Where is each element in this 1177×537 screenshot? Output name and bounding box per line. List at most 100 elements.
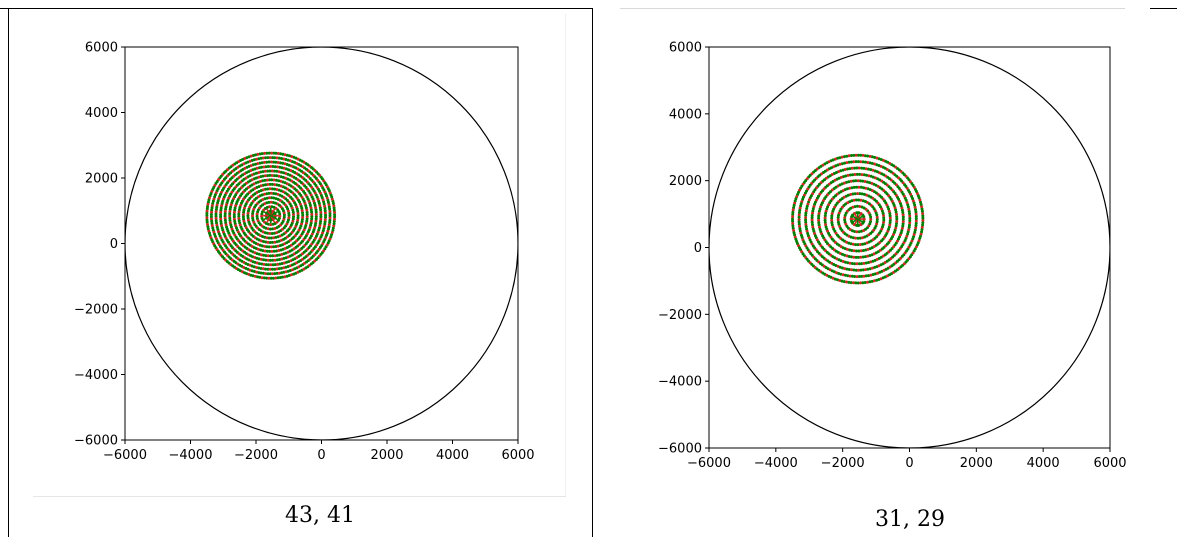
data-point	[857, 185, 861, 189]
data-point	[852, 281, 856, 285]
data-point	[328, 209, 332, 213]
data-point	[223, 210, 227, 213]
data-point	[270, 205, 274, 209]
data-point	[804, 211, 808, 215]
data-point	[272, 160, 276, 164]
data-point	[214, 219, 218, 223]
data-point	[853, 262, 857, 266]
data-point	[838, 183, 842, 187]
data-point	[854, 198, 858, 202]
data-point	[232, 215, 236, 219]
data-point	[269, 200, 273, 204]
data-point	[205, 220, 209, 224]
data-point	[817, 216, 821, 220]
data-point	[804, 213, 808, 217]
data-point	[845, 267, 849, 271]
data-point	[804, 216, 808, 220]
data-point	[268, 187, 272, 191]
data-point	[272, 169, 276, 173]
data-point	[292, 215, 295, 219]
data-point	[845, 154, 849, 158]
data-point	[895, 219, 899, 223]
data-point	[864, 268, 868, 272]
data-point	[272, 192, 275, 195]
data-point	[921, 221, 925, 225]
data-point	[861, 268, 865, 272]
data-point	[296, 214, 300, 217]
data-point	[258, 161, 262, 165]
data-point	[857, 255, 860, 259]
data-point	[908, 223, 911, 227]
data-point	[277, 174, 281, 178]
data-point	[261, 156, 265, 160]
data-point	[857, 275, 861, 278]
data-point	[842, 280, 846, 284]
data-point	[850, 249, 854, 252]
x-tick-label: 4000	[1027, 456, 1060, 471]
data-point	[266, 165, 270, 168]
data-point	[205, 207, 209, 211]
data-point	[319, 215, 323, 219]
data-point	[314, 212, 318, 216]
data-point	[860, 192, 864, 196]
data-point	[907, 225, 911, 229]
data-point	[273, 258, 277, 262]
data-point	[268, 227, 272, 231]
data-point	[267, 245, 271, 249]
data-point	[824, 211, 828, 215]
data-point	[310, 210, 314, 214]
data-point	[268, 272, 272, 276]
data-point	[798, 209, 802, 212]
data-point	[273, 183, 277, 187]
data-point	[223, 212, 227, 216]
data-point	[318, 221, 322, 225]
data-point	[332, 222, 336, 226]
data-point	[275, 156, 279, 160]
data-point	[823, 214, 827, 218]
data-point	[862, 192, 866, 196]
data-point	[278, 276, 282, 279]
data-point	[246, 214, 250, 218]
data-point	[861, 153, 865, 157]
data-point	[852, 268, 856, 272]
data-point	[804, 223, 808, 227]
plot-area	[125, 47, 518, 440]
data-point	[920, 225, 924, 229]
data-point	[836, 278, 839, 282]
data-point	[210, 219, 214, 223]
data-point	[823, 218, 827, 222]
data-point	[205, 216, 209, 220]
data-point	[863, 160, 867, 164]
data-point	[859, 249, 863, 253]
left-panel-bottom-rule	[33, 496, 566, 497]
data-point	[881, 223, 885, 227]
data-point	[797, 211, 801, 215]
scatter-plot-left: −6000 −4000 −2000 0 2000 4000 6000 6000 4000 2000…	[74, 41, 535, 464]
data-point	[875, 217, 879, 221]
data-point	[319, 219, 323, 223]
data-point	[266, 156, 270, 160]
data-point	[921, 216, 925, 220]
data-point	[275, 271, 279, 275]
data-point	[323, 211, 327, 215]
data-point	[273, 165, 277, 169]
data-point	[258, 262, 261, 266]
data-point	[852, 255, 856, 259]
data-point	[269, 236, 273, 240]
data-point	[205, 209, 209, 213]
data-point	[895, 215, 899, 219]
data-point	[275, 253, 279, 257]
data-point	[296, 211, 300, 215]
data-point	[804, 220, 808, 224]
y-tick-label: −2000	[74, 303, 118, 318]
data-point	[241, 215, 245, 219]
data-point	[319, 217, 323, 221]
data-point	[223, 216, 227, 220]
caption-right: 31, 29	[875, 507, 945, 532]
x-tick-label: −2000	[821, 456, 865, 471]
data-point	[274, 151, 278, 155]
data-point	[843, 267, 847, 271]
data-point	[240, 259, 244, 263]
data-point	[319, 210, 323, 214]
